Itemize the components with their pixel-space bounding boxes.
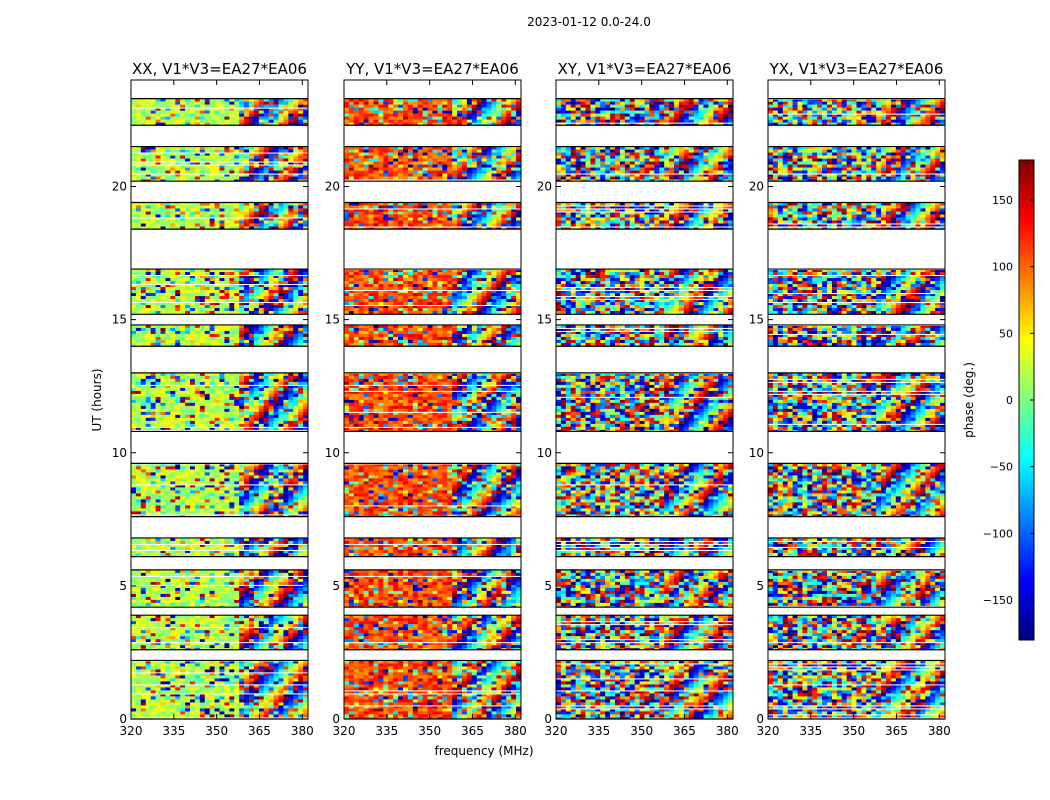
phase-cells: [556, 99, 733, 720]
y-tick-label: 10: [112, 446, 127, 460]
y-tick-label: 0: [544, 712, 552, 726]
phase-cells: [344, 99, 521, 720]
panel-title: YX, V1*V3=EA27*EA06: [769, 60, 944, 78]
y-axis-label: UT (hours): [90, 368, 104, 431]
colorbar-label: phase (deg.): [962, 362, 976, 438]
x-tick-label: 380: [504, 724, 527, 738]
colorbar-tick-label: −50: [990, 461, 1013, 474]
x-tick-label: 380: [716, 724, 739, 738]
x-tick-label: 365: [461, 724, 484, 738]
x-tick-label: 350: [418, 724, 441, 738]
y-tick-label: 10: [325, 446, 340, 460]
y-tick-label: 15: [749, 313, 764, 327]
x-tick-label: 335: [375, 724, 398, 738]
x-tick-label: 335: [162, 724, 185, 738]
y-tick-label: 15: [325, 313, 340, 327]
y-tick-label: 20: [112, 180, 127, 194]
y-tick-label: 0: [119, 712, 127, 726]
x-tick-label: 380: [928, 724, 951, 738]
panel-yy: YY, V1*V3=EA27*EA06 320 335 350 365 380 0 5 10 15…: [325, 60, 527, 738]
x-tick-label: 365: [885, 724, 908, 738]
x-tick-label: 350: [205, 724, 228, 738]
panel-yx: YX, V1*V3=EA27*EA06 320 335 350 365 380 0 5 10 15…: [749, 60, 951, 738]
x-tick-label: 365: [673, 724, 696, 738]
x-axis-label: frequency (MHz): [434, 744, 533, 758]
figure-title: 2023-01-12 0.0-24.0: [527, 15, 651, 29]
y-tick-label: 20: [537, 180, 552, 194]
colorbar: 150 100 50 0 −50 −100 −150: [983, 160, 1034, 640]
y-tick-label: 5: [119, 579, 127, 593]
x-tick-label: 320: [757, 724, 780, 738]
phase-cells: [131, 99, 308, 720]
y-tick-label: 15: [537, 313, 552, 327]
y-tick-label: 10: [537, 446, 552, 460]
x-tick-label: 320: [333, 724, 356, 738]
y-tick-label: 0: [332, 712, 340, 726]
colorbar-tick-label: 0: [1006, 394, 1013, 407]
panel-title: XY, V1*V3=EA27*EA06: [558, 60, 732, 78]
y-tick-label: 0: [756, 712, 764, 726]
colorbar-tick-label: −100: [983, 527, 1013, 540]
y-tick-label: 5: [332, 579, 340, 593]
panel-title: YY, V1*V3=EA27*EA06: [345, 60, 519, 78]
colorbar-tick-label: 50: [999, 327, 1013, 340]
y-tick-label: 20: [325, 180, 340, 194]
y-tick-label: 10: [749, 446, 764, 460]
x-tick-label: 335: [799, 724, 822, 738]
panel-group: XX, V1*V3=EA27*EA06 320 335 350 365 380 0 5 10 15…: [112, 60, 951, 738]
x-tick-label: 335: [587, 724, 610, 738]
panel-xx: XX, V1*V3=EA27*EA06 320 335 350 365 380 0 5 10 15…: [112, 60, 314, 738]
x-tick-label: 320: [545, 724, 568, 738]
y-tick-label: 15: [112, 313, 127, 327]
panel-title: XX, V1*V3=EA27*EA06: [132, 60, 307, 78]
colorbar-tick-label: 100: [992, 261, 1013, 274]
x-tick-label: 380: [291, 724, 314, 738]
x-tick-label: 365: [248, 724, 271, 738]
x-tick-label: 350: [842, 724, 865, 738]
panel-xy: XY, V1*V3=EA27*EA06 320 335 350 365 380 0 5 10 15…: [537, 60, 739, 738]
y-tick-label: 5: [756, 579, 764, 593]
colorbar-tick-label: −150: [983, 594, 1013, 607]
colorbar-tick-label: 150: [992, 194, 1013, 207]
x-tick-label: 350: [630, 724, 653, 738]
phase-cells: [768, 99, 945, 720]
y-tick-label: 20: [749, 180, 764, 194]
x-tick-label: 320: [120, 724, 143, 738]
y-tick-label: 5: [544, 579, 552, 593]
